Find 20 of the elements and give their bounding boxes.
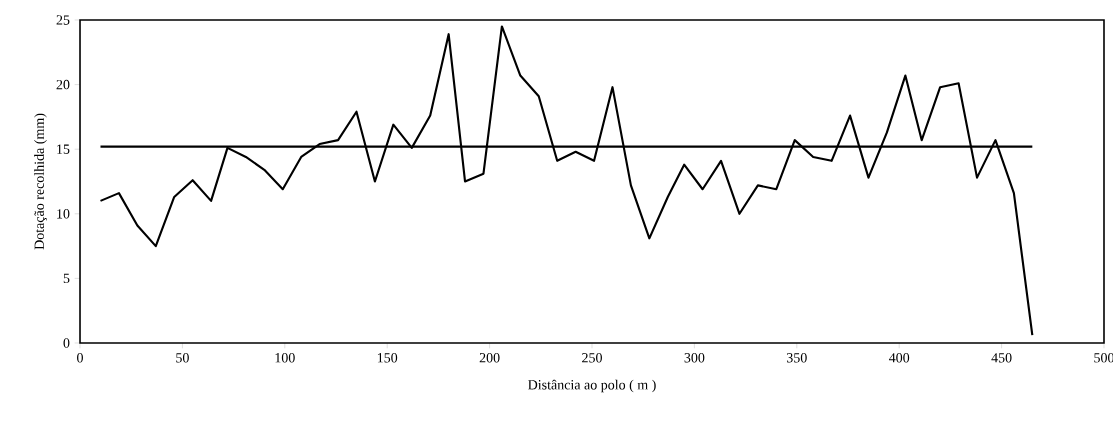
line-series xyxy=(99,25,1034,337)
x-tick-label: 250 xyxy=(582,353,602,363)
y-axis-title: Dotação recolhida (mm) xyxy=(34,113,47,250)
x-tick-label: 100 xyxy=(275,353,295,363)
y-tick-label: 15 xyxy=(57,144,70,154)
y-tick-label: 25 xyxy=(56,15,70,25)
x-tick-label: 300 xyxy=(684,353,705,363)
y-tick-label: 20 xyxy=(56,79,70,90)
x-tick-label: 450 xyxy=(991,353,1012,363)
x-tick-label: 150 xyxy=(377,353,398,363)
x-tick-label: 0 xyxy=(77,353,83,363)
y-tick-label: 0 xyxy=(63,338,70,348)
x-tick-label: 200 xyxy=(479,353,500,363)
x-axis-title: Distância ao polo ( m ) xyxy=(528,379,656,393)
x-tick-label: 500 xyxy=(1094,353,1113,363)
y-tick-label: 10 xyxy=(57,209,70,219)
x-tick-label: 400 xyxy=(888,353,910,363)
y-tick-label: 5 xyxy=(63,273,70,284)
x-tick-label: 50 xyxy=(176,353,189,363)
x-tick-label: 350 xyxy=(786,353,807,363)
